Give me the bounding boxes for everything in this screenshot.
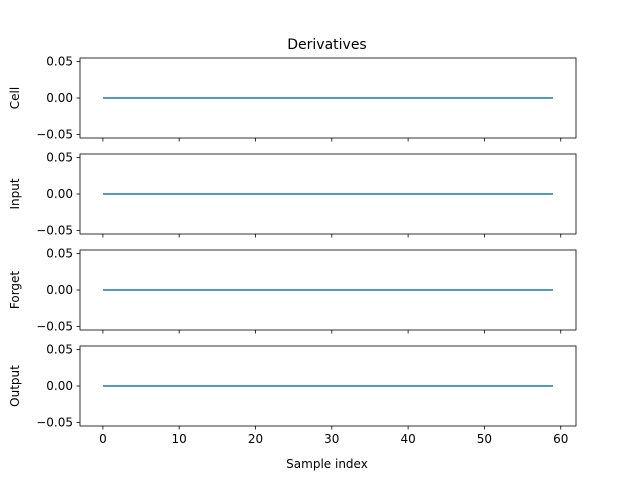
forget-y-tick-label: −0.05 bbox=[36, 319, 73, 333]
x-tick-label: 20 bbox=[248, 432, 263, 446]
x-tick-label: 40 bbox=[400, 432, 415, 446]
forget-y-tick-label: 0.05 bbox=[46, 247, 73, 261]
subplot-output: −0.05 0.00 0.05 0 10 20 30 40 50 60 Output bbox=[8, 343, 577, 446]
chart-title: Derivatives bbox=[287, 37, 366, 53]
subplot-panels: −0.050.000.05Cell−0.050.000.05Input−0.05… bbox=[8, 55, 577, 446]
output-y-tick-label: 0.00 bbox=[46, 379, 73, 393]
output-y-axis-label: Output bbox=[8, 365, 22, 407]
output-y-tick-label: −0.05 bbox=[36, 415, 73, 429]
input-y-tick-label: 0.05 bbox=[46, 151, 73, 165]
output-y-tick-label: 0.05 bbox=[46, 343, 73, 357]
subplot-cell: −0.05 0.00 0.05 Cell bbox=[8, 55, 577, 142]
x-axis-label: Sample index bbox=[286, 457, 368, 471]
input-y-tick-label: 0.00 bbox=[46, 187, 73, 201]
forget-y-tick-label: 0.00 bbox=[46, 283, 73, 297]
x-tick-label: 0 bbox=[99, 432, 107, 446]
forget-y-axis-label: Forget bbox=[8, 271, 22, 310]
cell-y-tick-label: −0.05 bbox=[36, 127, 73, 141]
x-tick-label: 30 bbox=[324, 432, 339, 446]
cell-y-tick-label: 0.05 bbox=[46, 55, 73, 69]
x-tick-label: 50 bbox=[477, 432, 492, 446]
input-y-axis-label: Input bbox=[8, 178, 22, 209]
cell-y-axis-label: Cell bbox=[8, 87, 22, 109]
subplot-input: −0.05 0.00 0.05 Input bbox=[8, 151, 577, 238]
cell-y-tick-label: 0.00 bbox=[46, 91, 73, 105]
x-tick-label: 60 bbox=[553, 432, 568, 446]
x-tick-label: 10 bbox=[172, 432, 187, 446]
subplot-forget: −0.05 0.00 0.05 Forget bbox=[8, 247, 577, 334]
input-y-tick-label: −0.05 bbox=[36, 223, 73, 237]
